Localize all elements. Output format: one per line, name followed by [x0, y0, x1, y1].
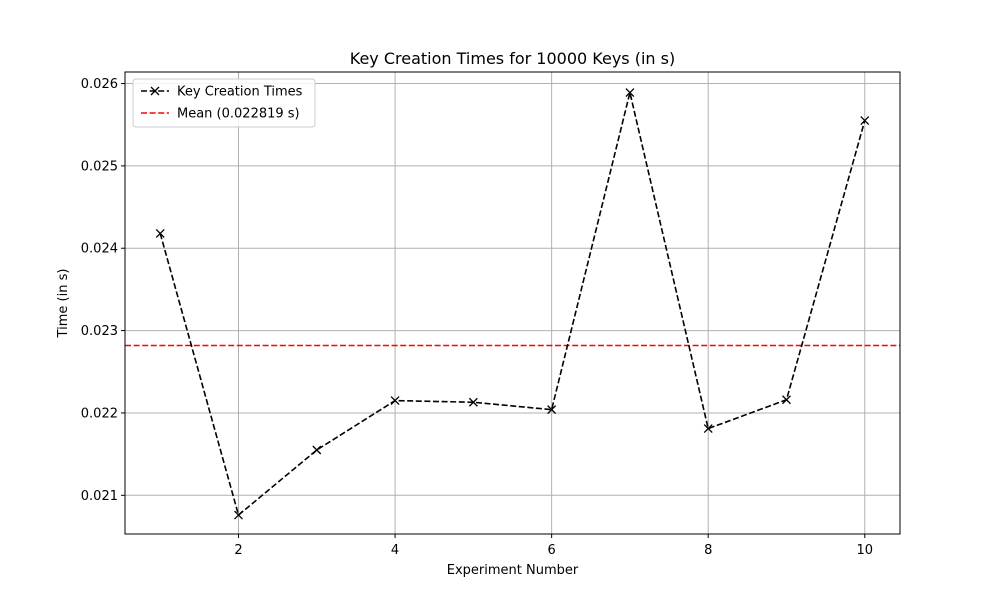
data-point-marker — [703, 424, 713, 434]
y-tick-label: 0.023 — [81, 324, 118, 339]
legend-box — [132, 78, 316, 128]
y-tick-label: 0.024 — [81, 242, 118, 257]
data-point-marker — [155, 228, 165, 238]
y-axis-label: Time (in s) — [56, 269, 71, 339]
plot-frame — [124, 71, 901, 535]
legend-label: Mean (0.022819 s) — [177, 107, 300, 122]
data-point-marker — [547, 405, 557, 415]
data-point-marker — [312, 445, 322, 455]
grid — [125, 72, 900, 534]
series — [155, 88, 870, 520]
data-point-marker — [860, 116, 870, 126]
legend-marker — [150, 86, 160, 96]
x-tick-label: 2 — [234, 543, 242, 558]
series-line — [159, 92, 866, 517]
data-point-marker — [625, 88, 635, 98]
x-tick-label: 8 — [704, 543, 712, 558]
y-tick-label: 0.025 — [81, 159, 118, 174]
axis-ticks: 2 4 6 8 10 0.021 0.022 0.023 0.024 0.025 0.026 — [81, 77, 873, 558]
data-point-marker — [782, 395, 791, 405]
data-point-marker — [390, 396, 400, 406]
data-point-marker — [234, 510, 243, 520]
x-tick-label: 4 — [391, 543, 399, 558]
x-axis-label: Experiment Number — [447, 563, 579, 578]
legend-label: Key Creation Times — [177, 85, 303, 100]
x-tick-label: 6 — [548, 543, 556, 558]
x-tick-label: 10 — [856, 543, 873, 558]
y-tick-label: 0.026 — [81, 77, 118, 92]
y-tick-label: 0.021 — [81, 489, 118, 504]
chart-title: Key Creation Times for 10000 Keys (in s) — [350, 49, 675, 68]
legend: Key Creation Times Mean (0.022819 s) — [132, 78, 316, 128]
y-tick-label: 0.022 — [81, 406, 118, 421]
data-point-marker — [468, 397, 478, 407]
